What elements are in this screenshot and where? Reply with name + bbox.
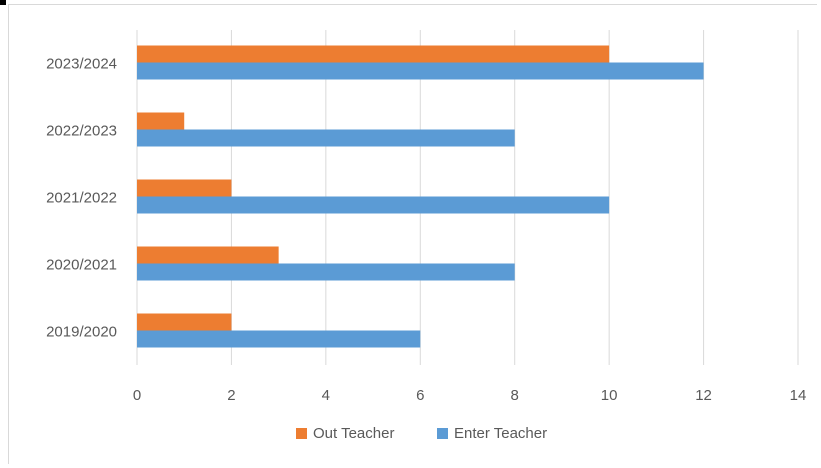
bar-out-teacher-4 [137,45,610,63]
x-tick-label: 10 [601,387,618,404]
x-tick-label: 0 [133,387,141,404]
x-tick-label: 2 [227,387,235,404]
legend-label-1: Enter Teacher [454,425,547,442]
x-axis-ticks: 0 2 4 6 8 10 12 14 [133,387,807,404]
y-category-label: 2019/2020 [46,324,117,341]
corner-mark [0,0,6,5]
bar-out-teacher-2 [137,179,232,197]
x-tick-label: 8 [511,387,519,404]
legend-label-0: Out Teacher [313,425,394,442]
bar-enter-teacher-4 [137,62,704,80]
legend: Out Teacher Enter Teacher [296,425,547,442]
bar-enter-teacher-0 [137,330,421,348]
bar-enter-teacher-1 [137,263,515,281]
x-tick-label: 14 [790,387,807,404]
bar-out-teacher-3 [137,112,185,130]
y-category-label: 2023/2024 [46,56,117,73]
chart-frame [8,4,817,464]
y-category-label: 2021/2022 [46,190,117,207]
legend-swatch-1 [437,428,448,439]
y-axis-categories: 2019/2020 2020/2021 2021/2022 2022/2023 2023… [46,56,117,341]
y-category-label: 2020/2021 [46,257,117,274]
bar-out-teacher-1 [137,246,279,264]
bars [137,45,704,348]
x-tick-label: 6 [416,387,424,404]
y-category-label: 2022/2023 [46,123,117,140]
x-tick-label: 12 [695,387,712,404]
bar-enter-teacher-2 [137,196,610,214]
x-tick-label: 4 [322,387,330,404]
bar-enter-teacher-3 [137,129,515,147]
legend-swatch-0 [296,428,307,439]
bar-out-teacher-0 [137,313,232,331]
